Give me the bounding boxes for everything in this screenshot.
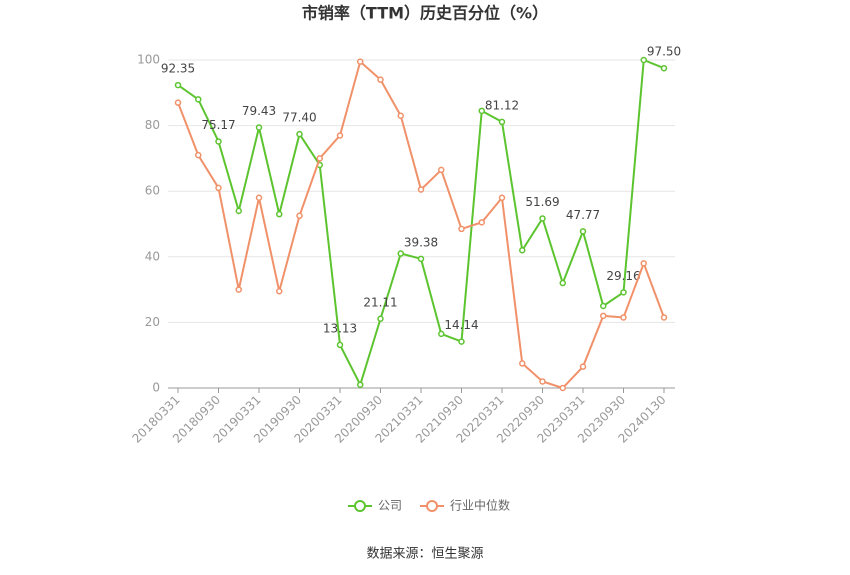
y-tick-label: 20 bbox=[145, 315, 160, 329]
point bbox=[620, 314, 627, 321]
point bbox=[316, 155, 323, 162]
point bbox=[397, 112, 404, 120]
point bbox=[377, 76, 384, 83]
y-tick-label: 100 bbox=[137, 53, 160, 67]
y-tick-label: 0 bbox=[152, 381, 160, 395]
point bbox=[215, 138, 222, 145]
data-label: 81.12 bbox=[485, 98, 519, 112]
point bbox=[519, 246, 526, 254]
point bbox=[276, 210, 283, 218]
source-note: 数据来源：恒生聚源 bbox=[366, 547, 483, 562]
point bbox=[579, 363, 587, 370]
data-label: 92.35 bbox=[161, 62, 195, 76]
y-tick-label: 60 bbox=[145, 184, 160, 198]
y-tick-label: 40 bbox=[145, 249, 160, 263]
point bbox=[357, 58, 364, 65]
point bbox=[195, 151, 202, 159]
chart-title: 市销率（TTM）历史百分位（%） bbox=[302, 4, 548, 23]
point bbox=[640, 56, 647, 64]
point bbox=[174, 81, 182, 89]
point bbox=[357, 381, 364, 388]
point bbox=[397, 250, 404, 257]
data-label: 77.40 bbox=[282, 111, 316, 125]
data-label: 39.38 bbox=[404, 235, 438, 249]
point bbox=[620, 289, 627, 296]
point bbox=[498, 194, 506, 202]
data-label: 14.14 bbox=[444, 318, 478, 332]
point bbox=[235, 286, 242, 293]
point bbox=[235, 207, 242, 215]
point bbox=[458, 225, 465, 233]
point bbox=[539, 215, 546, 222]
point bbox=[255, 194, 263, 202]
data-label: 29.16 bbox=[606, 269, 640, 283]
legend-item: 行业中位数 bbox=[420, 498, 510, 513]
point bbox=[336, 132, 344, 139]
point bbox=[559, 384, 566, 392]
data-label: 97.50 bbox=[647, 45, 681, 59]
legend-item: 公司 bbox=[348, 499, 402, 513]
point bbox=[600, 302, 607, 310]
point bbox=[660, 64, 668, 72]
point bbox=[195, 96, 202, 103]
point bbox=[377, 315, 384, 323]
data-label: 47.77 bbox=[566, 208, 600, 222]
data-label: 21.11 bbox=[363, 295, 397, 309]
data-label: 51.69 bbox=[525, 195, 559, 209]
point bbox=[478, 107, 485, 115]
y-tick-label: 80 bbox=[145, 118, 160, 132]
legend-marker bbox=[426, 500, 439, 512]
point bbox=[539, 378, 546, 385]
point bbox=[336, 341, 344, 349]
point bbox=[215, 184, 222, 192]
legend-marker bbox=[354, 500, 366, 512]
data-label: 75.17 bbox=[201, 118, 235, 132]
point bbox=[559, 279, 566, 287]
point bbox=[600, 312, 607, 320]
point bbox=[276, 287, 283, 295]
point bbox=[519, 360, 526, 367]
point bbox=[417, 186, 425, 193]
point bbox=[296, 212, 303, 220]
point bbox=[438, 330, 445, 338]
data-label: 79.43 bbox=[242, 104, 276, 118]
point bbox=[478, 219, 485, 226]
point bbox=[296, 130, 303, 138]
point bbox=[174, 99, 182, 106]
point bbox=[579, 228, 587, 235]
point bbox=[660, 314, 668, 321]
point bbox=[255, 124, 263, 131]
point bbox=[498, 118, 506, 126]
point bbox=[640, 260, 647, 267]
data-label: 13.13 bbox=[323, 321, 357, 335]
legend-label: 行业中位数 bbox=[450, 498, 510, 513]
point bbox=[417, 255, 425, 263]
legend-label: 公司 bbox=[378, 499, 402, 513]
point bbox=[438, 166, 445, 174]
point bbox=[458, 338, 465, 345]
